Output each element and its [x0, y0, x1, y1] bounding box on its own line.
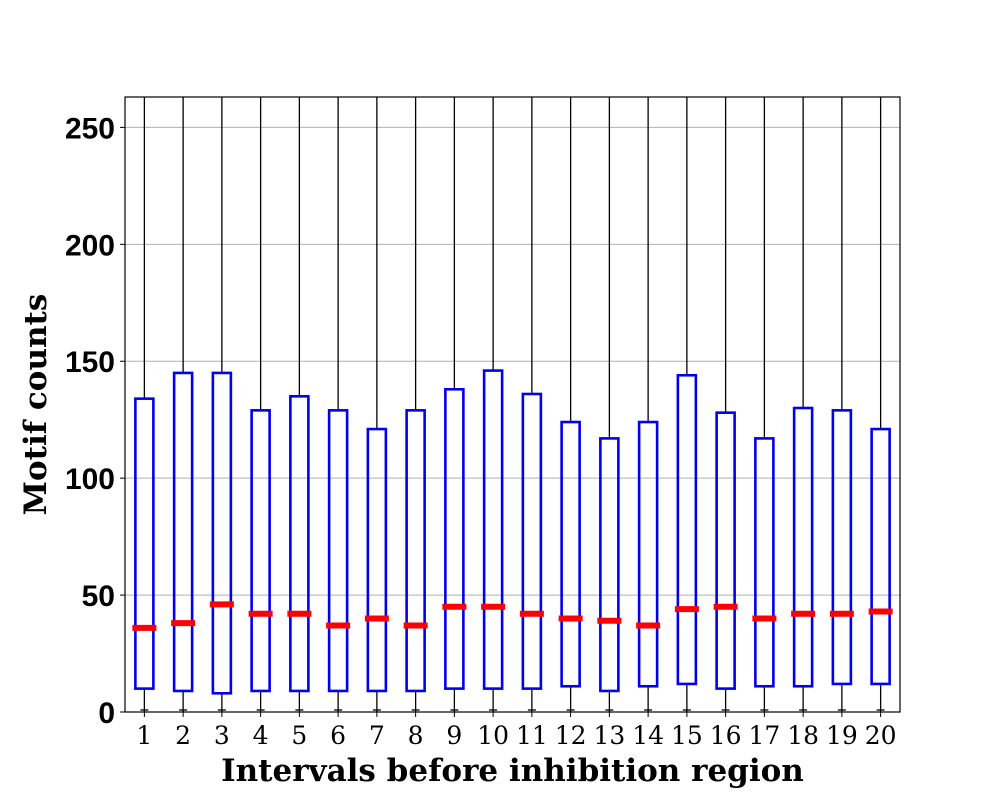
x-tick-label: 9 [446, 721, 462, 750]
box-8 [403, 97, 428, 712]
box-5 [287, 97, 312, 712]
x-tick-label: 16 [710, 721, 742, 750]
box-iqr [482, 369, 504, 690]
x-tick-label: 17 [748, 721, 780, 750]
box-iqr [599, 437, 620, 693]
y-tick-label: 50 [82, 580, 115, 613]
box-iqr [676, 373, 698, 686]
y-tick-label: 200 [65, 229, 115, 262]
x-tick-label: 19 [826, 721, 858, 750]
box-iqr [754, 437, 775, 688]
box-7 [364, 97, 389, 712]
box-iqr [715, 411, 736, 690]
box-iqr [211, 371, 233, 695]
box-15 [674, 97, 699, 712]
x-tick-label: 6 [330, 721, 346, 750]
x-tick-label: 14 [632, 721, 664, 750]
box-iqr [560, 420, 581, 688]
box-iqr [250, 409, 271, 693]
y-tick-label: 250 [65, 112, 115, 145]
box-6 [326, 97, 351, 712]
x-tick-label: 5 [291, 721, 307, 750]
grid-lines [125, 126, 900, 713]
box-iqr [831, 409, 853, 686]
x-tick-label: 20 [865, 721, 897, 750]
box-series [132, 97, 893, 712]
box-iqr [134, 397, 155, 690]
x-tick-label: 18 [787, 721, 819, 750]
box-iqr [366, 427, 388, 693]
box-4 [248, 97, 273, 712]
box-14 [636, 97, 661, 712]
x-tick-label: 10 [477, 721, 509, 750]
x-tick-label: 7 [369, 721, 385, 750]
box-17 [752, 97, 777, 712]
box-2 [171, 97, 196, 712]
box-20 [868, 97, 893, 712]
box-16 [713, 97, 738, 712]
x-tick-label: 4 [253, 721, 269, 750]
box-iqr [792, 406, 814, 688]
box-iqr [444, 388, 465, 690]
box-iqr [172, 371, 194, 693]
box-iqr [637, 420, 659, 688]
x-tick-label: 11 [516, 721, 548, 750]
box-3 [209, 97, 234, 712]
box-iqr [327, 409, 349, 693]
y-axis-label: Motif counts [18, 294, 54, 516]
box-10 [481, 97, 506, 712]
y-tick-label: 100 [65, 463, 115, 496]
plot-frame [124, 96, 901, 713]
box-19 [829, 97, 854, 712]
box-iqr [405, 409, 426, 693]
box-iqr [870, 427, 891, 686]
x-tick-label: 3 [214, 721, 230, 750]
x-tick-label: 2 [175, 721, 191, 750]
x-axis-ticks: 1 2 3 4 5 6 7 8 9 10 11 12 13 14 15 16 17 18 19 20 [136, 712, 897, 750]
box-iqr [521, 392, 543, 690]
x-tick-label: 13 [593, 721, 625, 750]
box-9 [442, 97, 467, 712]
x-axis-label: Intervals before inhibition region [221, 753, 804, 789]
box-11 [519, 97, 544, 712]
y-tick-label: 0 [98, 697, 115, 730]
x-tick-label: 15 [671, 721, 703, 750]
box-1 [132, 97, 157, 712]
box-iqr [289, 395, 310, 693]
y-tick-label: 150 [65, 346, 115, 379]
x-tick-label: 1 [136, 721, 152, 750]
y-axis-ticks: 0 50 100 150 200 250 [65, 112, 125, 730]
box-18 [791, 97, 816, 712]
x-tick-label: 8 [408, 721, 424, 750]
box-13 [597, 97, 622, 712]
box-12 [558, 97, 583, 712]
x-tick-label: 12 [555, 721, 587, 750]
